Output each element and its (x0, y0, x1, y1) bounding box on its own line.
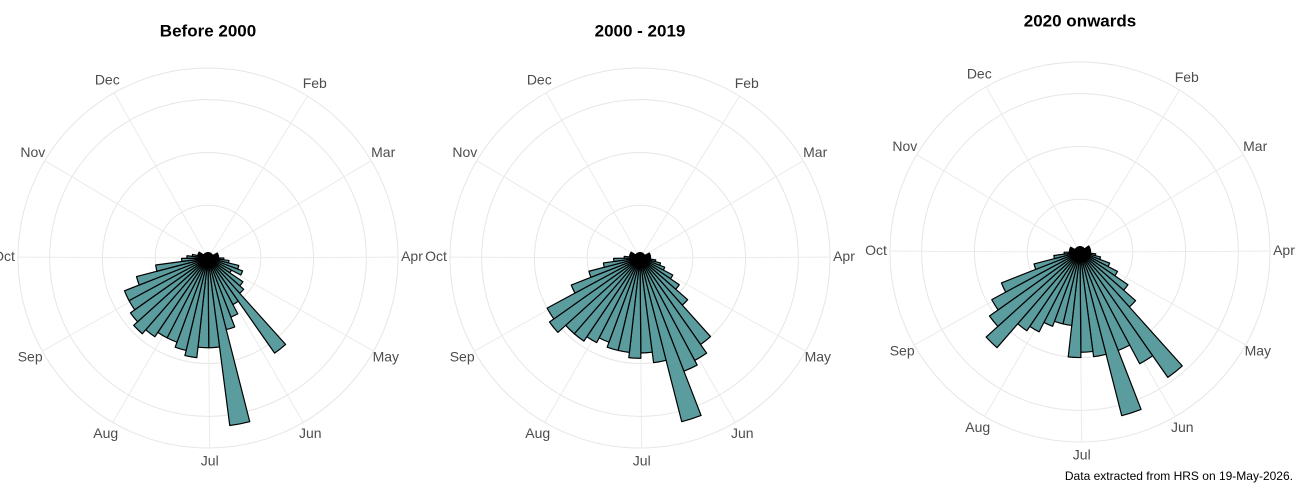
month-label: Oct (425, 248, 447, 264)
chart-title: 2000 - 2019 (595, 21, 686, 40)
grid-spoke (207, 160, 372, 259)
month-label: Feb (303, 75, 327, 91)
month-label: Dec (527, 71, 552, 87)
bar (1079, 251, 1154, 365)
grid-spoke (545, 92, 641, 259)
grid-spoke (476, 160, 641, 259)
grid-circle (49, 99, 367, 417)
month-label: Jul (201, 453, 219, 469)
grid-spoke (17, 256, 209, 259)
bar (602, 257, 641, 268)
month-label: Sep (890, 343, 915, 359)
bar (985, 251, 1081, 349)
grid-spoke (1079, 154, 1244, 253)
chart-title: 2020 onwards (1024, 11, 1136, 30)
month-label: Mar (1243, 138, 1267, 154)
bar (207, 257, 251, 427)
bar (206, 252, 209, 259)
month-label: May (1245, 343, 1271, 359)
grid-circle (921, 93, 1239, 411)
month-label: Apr (1273, 242, 1295, 258)
month-label: Jul (1073, 447, 1091, 463)
month-label: May (805, 349, 831, 365)
grid-spoke (639, 256, 831, 259)
grid-spoke (113, 92, 209, 259)
month-label: May (373, 349, 399, 365)
grid-spoke (207, 256, 399, 259)
grid-circle (889, 61, 1271, 443)
month-label: Oct (0, 248, 15, 264)
bar (207, 257, 287, 354)
grid-spoke (1079, 250, 1271, 253)
month-label: Mar (371, 144, 395, 160)
bar (1079, 251, 1142, 417)
grid-circle (17, 67, 399, 449)
bar (1079, 251, 1183, 378)
month-label: Jun (731, 425, 754, 441)
month-label: Sep (450, 349, 475, 365)
bar (155, 257, 209, 272)
bar (181, 257, 209, 263)
month-label: Nov (452, 144, 477, 160)
month-label: Oct (865, 242, 887, 258)
month-label: Aug (525, 425, 550, 441)
month-label: Feb (735, 75, 759, 91)
bar (638, 252, 641, 259)
bar (639, 257, 667, 364)
chart-title: Before 2000 (160, 21, 256, 40)
grid-spoke (207, 95, 308, 259)
month-label: Jul (633, 453, 651, 469)
month-label: Mar (803, 144, 827, 160)
bar (588, 257, 641, 278)
month-label: Aug (965, 419, 990, 435)
grid-spoke (639, 95, 740, 259)
bar (1078, 246, 1081, 253)
month-label: Dec (967, 65, 992, 81)
bar (548, 257, 641, 333)
bar (135, 257, 209, 286)
grid-spoke (889, 250, 1081, 253)
grid-circle (481, 99, 799, 417)
grid-spoke (639, 160, 804, 259)
grid-spoke (1079, 89, 1180, 253)
bar (1079, 251, 1107, 358)
bar (613, 257, 641, 263)
grid-circle (449, 67, 831, 449)
month-label: Jun (1171, 419, 1194, 435)
month-label: Jun (299, 425, 322, 441)
bar (988, 251, 1081, 327)
month-label: Feb (1175, 69, 1199, 85)
grid-spoke (449, 256, 641, 259)
month-label: Apr (833, 248, 855, 264)
grid-spoke (207, 257, 374, 352)
month-label: Dec (95, 71, 120, 87)
bar (1053, 251, 1081, 260)
bar (991, 251, 1081, 311)
month-label: Nov (20, 144, 45, 160)
month-label: Sep (18, 349, 43, 365)
grid-spoke (916, 154, 1081, 253)
bar (1000, 251, 1081, 293)
bar (546, 257, 641, 320)
grid-spoke (44, 160, 209, 259)
bar (133, 257, 209, 335)
grid-spoke (985, 86, 1081, 253)
month-label: Apr (401, 248, 423, 264)
bar (1033, 251, 1081, 270)
footnote: Data extracted from HRS on 19-May-2026. (1065, 469, 1293, 483)
bar (639, 257, 702, 423)
month-label: Aug (93, 425, 118, 441)
bar (129, 257, 209, 323)
bar (123, 257, 209, 302)
bar (570, 257, 641, 294)
month-label: Nov (892, 138, 917, 154)
